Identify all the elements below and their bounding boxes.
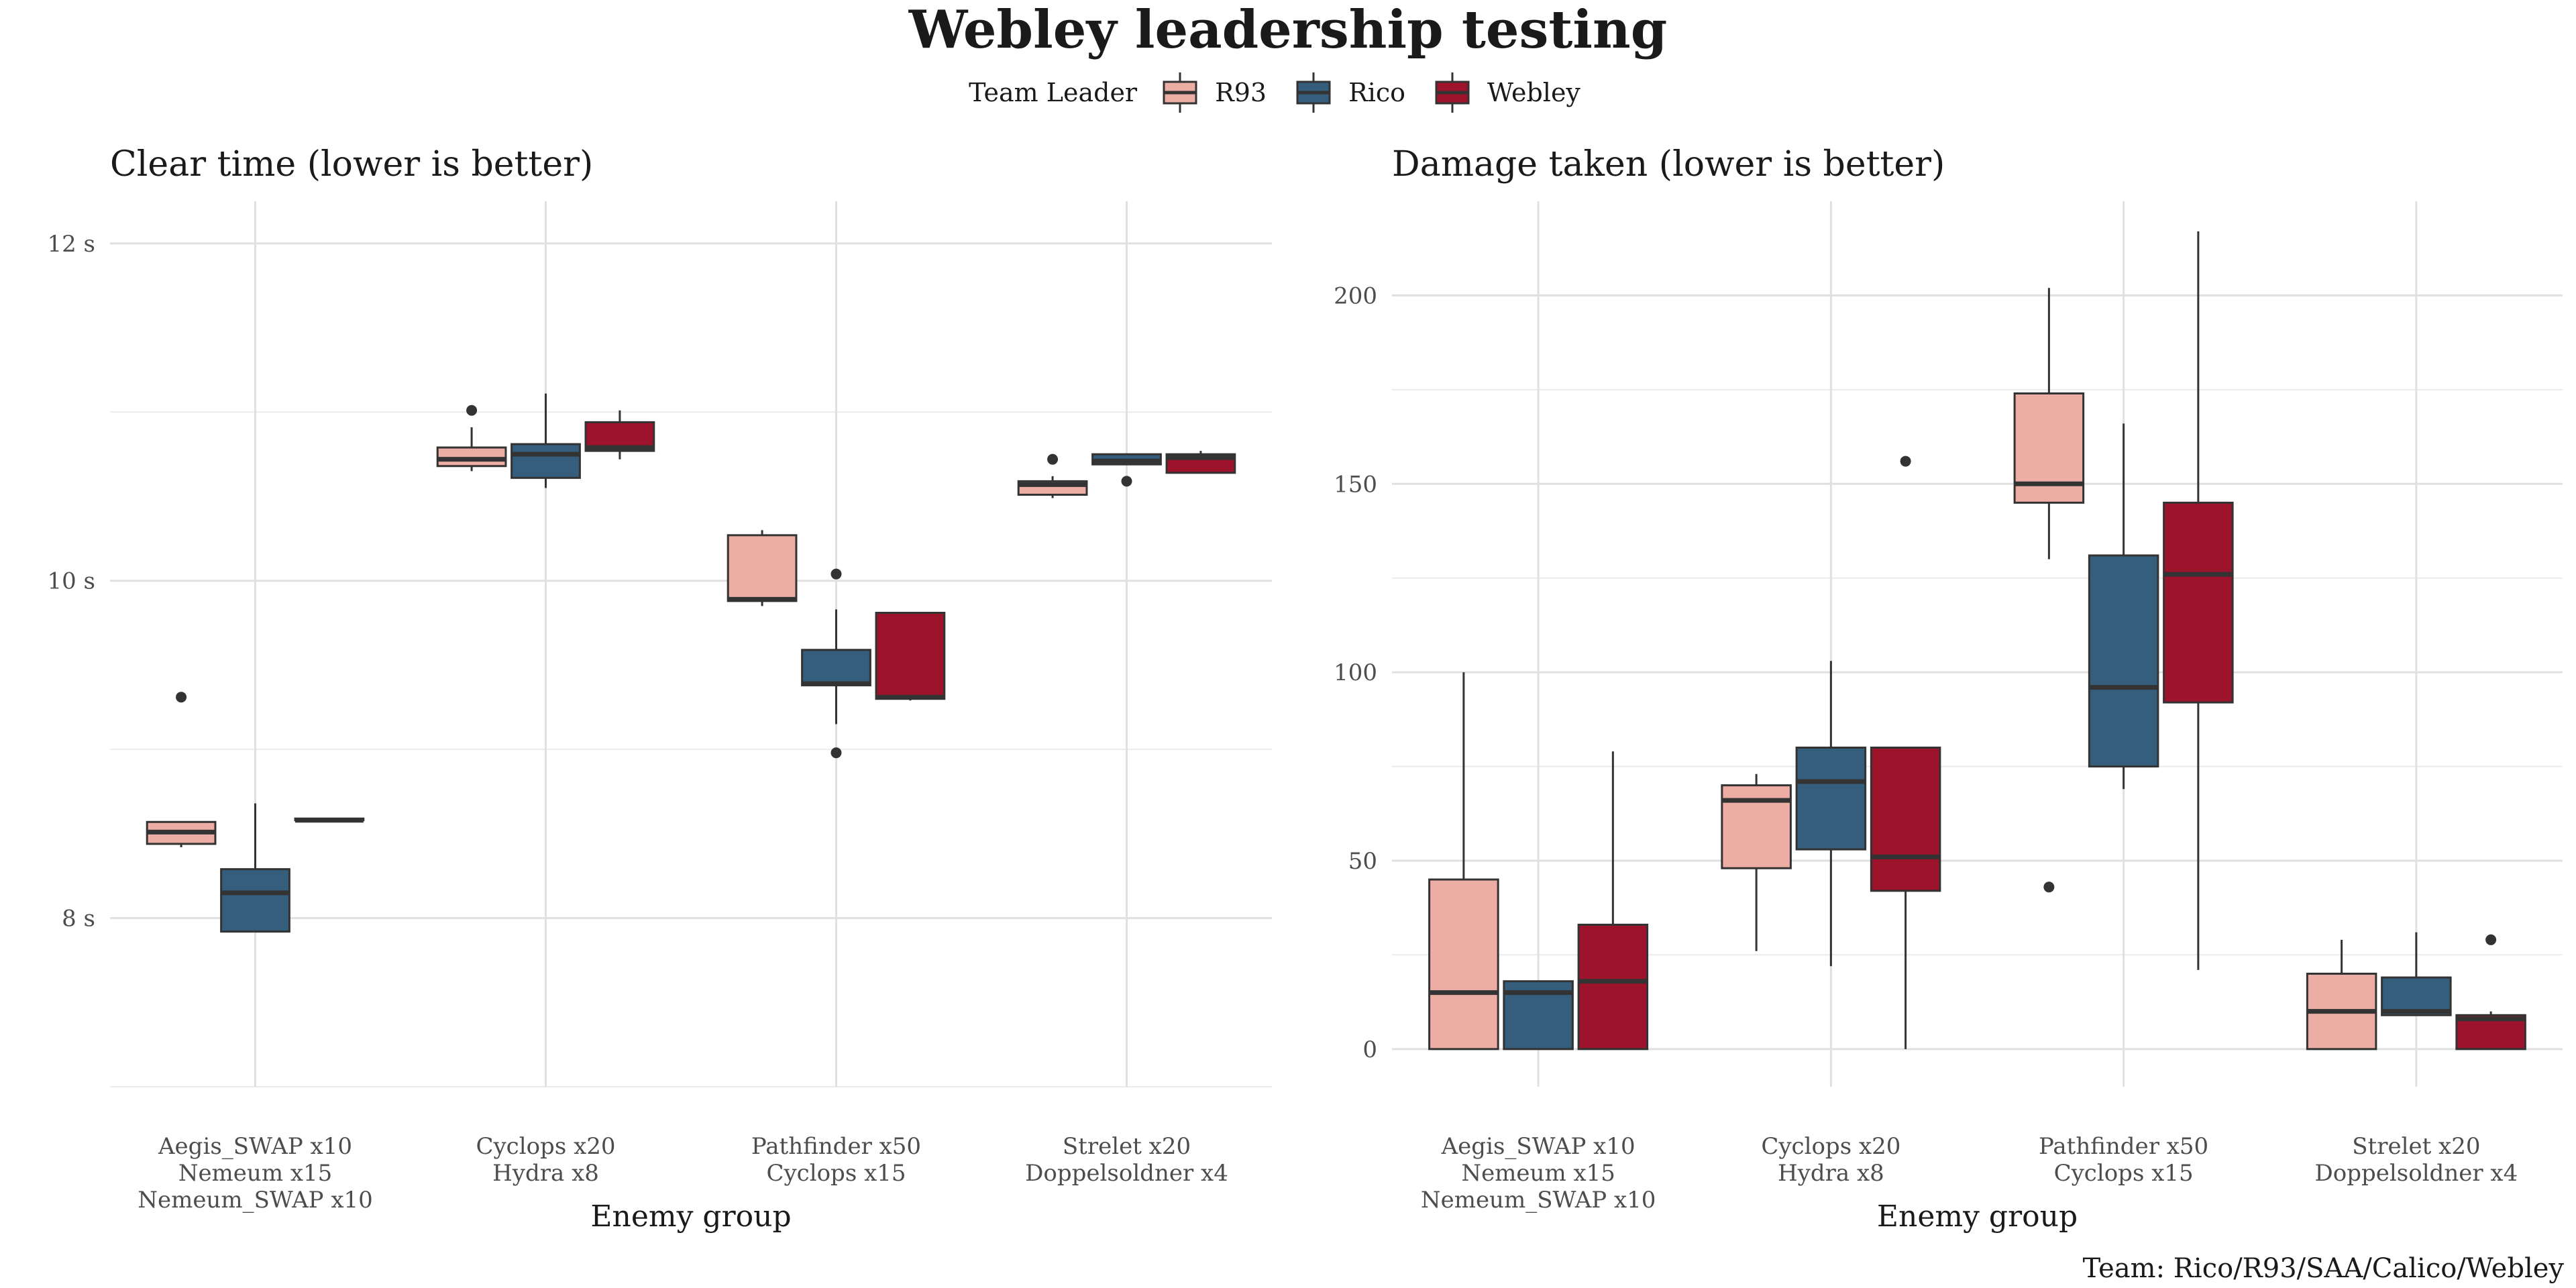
- legend-key-r93: [1163, 72, 1197, 113]
- x-tick-label: Pathfinder x50 Cyclops x15: [2039, 1133, 2208, 1187]
- y-tick-label: 8 s: [62, 906, 95, 932]
- panel-0: 8 s 10 s 12 s Aegis_SWAP x10 Nemeum x15 Nemeu…: [47, 201, 1272, 1234]
- panel-title-damage-taken: Damage taken (lower is better): [1392, 144, 1945, 184]
- box-body: [220, 868, 290, 933]
- legend-key-rico: [1296, 72, 1331, 113]
- box-rico-3: [1091, 453, 1162, 487]
- outlier-point: [466, 405, 478, 416]
- x-tick-label: Pathfinder x50 Cyclops x15: [751, 1133, 921, 1187]
- legend-title: Team Leader: [969, 78, 1138, 107]
- y-tick-label: 50: [1348, 848, 1377, 875]
- outlier-point: [1121, 476, 1132, 487]
- box-rico-2: [2088, 423, 2159, 790]
- box-rico-0: [1503, 980, 1574, 1051]
- caption: Team: Rico/R93/SAA/Calico/Webley: [2082, 1253, 2564, 1284]
- box-body: [727, 534, 798, 602]
- x-axis-title: Enemy group: [1877, 1199, 2078, 1234]
- box-rico-1: [511, 393, 581, 488]
- outlier-point: [1047, 453, 1059, 465]
- legend-item-r93: R93: [1160, 72, 1267, 113]
- legend-key-webley: [1435, 72, 1470, 113]
- legend-item-webley: Webley: [1432, 72, 1580, 113]
- box-r93-3: [1017, 453, 1088, 498]
- box-body: [1577, 923, 1649, 1051]
- box-body: [801, 649, 871, 687]
- outlier-point: [2043, 881, 2055, 893]
- box-body: [1795, 746, 1867, 851]
- box-r93-2: [727, 530, 798, 606]
- box-webley-1: [1870, 455, 1941, 1049]
- box-webley-2: [875, 611, 946, 701]
- box-webley-0: [1577, 751, 1649, 1051]
- box-r93-1: [1721, 773, 1792, 951]
- y-tick-label: 0: [1362, 1036, 1377, 1063]
- box-body: [875, 611, 946, 700]
- x-axis-title: Enemy group: [590, 1199, 791, 1234]
- box-r93-1: [436, 405, 507, 472]
- outlier-point: [176, 692, 187, 703]
- x-tick-label: Aegis_SWAP x10 Nemeum x15 Nemeum_SWAP x10: [138, 1133, 373, 1214]
- y-tick-label: 12 s: [47, 231, 95, 258]
- x-tick-label: Strelet x20 Doppelsoldner x4: [1025, 1133, 1228, 1187]
- x-tick-label: Strelet x20 Doppelsoldner x4: [2315, 1133, 2518, 1187]
- box-webley-3: [2455, 934, 2526, 1051]
- legend: Team Leader R93 Rico Webley: [0, 72, 2576, 113]
- box-r93-0: [1428, 672, 1499, 1051]
- box-rico-0: [220, 803, 290, 933]
- outlier-point: [2485, 934, 2497, 945]
- legend-label-rico: Rico: [1348, 78, 1406, 107]
- box-body: [1428, 878, 1499, 1051]
- outlier-point: [1900, 455, 1911, 467]
- box-webley-1: [584, 410, 655, 460]
- y-tick-label: 200: [1334, 282, 1377, 309]
- box-r93-3: [2306, 939, 2377, 1051]
- box-body: [436, 446, 507, 468]
- x-tick-label: Aegis_SWAP x10 Nemeum x15 Nemeum_SWAP x10: [1421, 1133, 1656, 1214]
- box-body: [2013, 392, 2085, 504]
- chart-title: Webley leadership testing: [908, 0, 1668, 60]
- panel-title-clear-time: Clear time (lower is better): [110, 144, 594, 184]
- box-body: [2381, 976, 2452, 1016]
- box-body: [1870, 746, 1941, 892]
- legend-label-webley: Webley: [1487, 78, 1580, 107]
- y-tick-label: 10 s: [47, 568, 95, 595]
- legend-item-rico: Rico: [1293, 72, 1405, 113]
- outlier-point: [830, 747, 842, 759]
- box-rico-1: [1795, 661, 1867, 967]
- panel-1: 0 50 100 150 200 Aegis_SWAP x10 Nemeum x15 Neme…: [1334, 201, 2563, 1234]
- box-r93-2: [2013, 288, 2085, 893]
- y-tick-label: 100: [1334, 659, 1377, 686]
- outlier-point: [830, 568, 842, 580]
- box-body: [1721, 784, 1792, 869]
- box-r93-0: [146, 692, 217, 847]
- box-webley-0: [294, 817, 365, 823]
- legend-label-r93: R93: [1215, 78, 1267, 107]
- x-tick-label: Cyclops x20 Hydra x8: [476, 1133, 615, 1187]
- box-body: [2088, 554, 2159, 768]
- box-rico-2: [801, 568, 871, 759]
- box-rico-3: [2381, 932, 2452, 1016]
- y-tick-label: 150: [1334, 471, 1377, 498]
- box-webley-2: [2163, 231, 2234, 970]
- x-tick-label: Cyclops x20 Hydra x8: [1761, 1133, 1900, 1187]
- box-webley-3: [1165, 451, 1236, 474]
- box-body: [2163, 501, 2234, 704]
- box-body: [511, 443, 581, 479]
